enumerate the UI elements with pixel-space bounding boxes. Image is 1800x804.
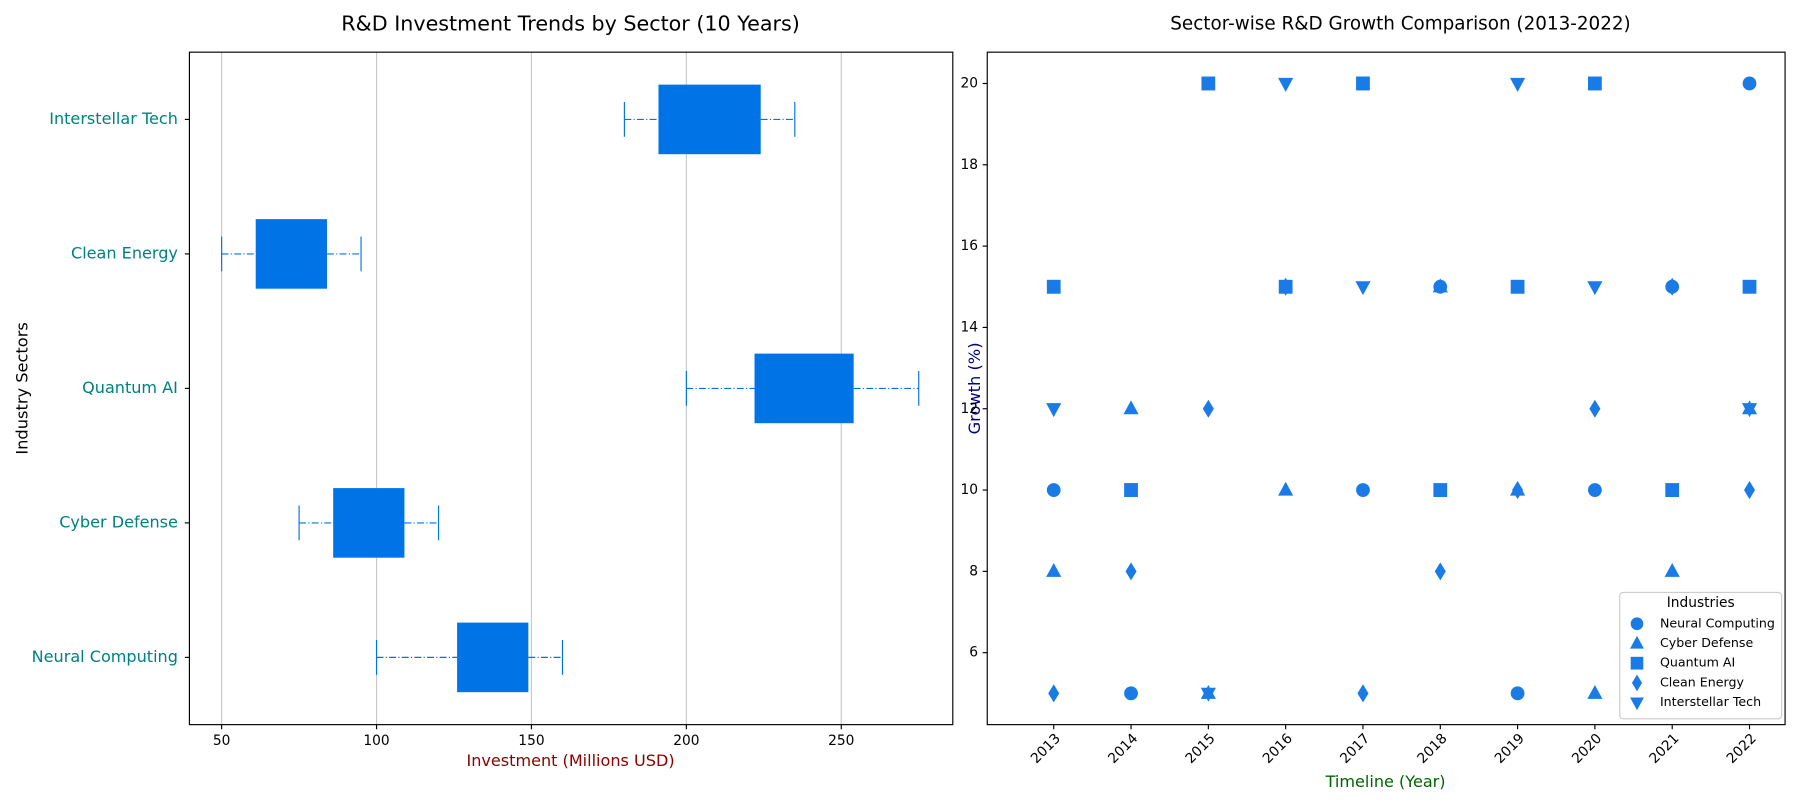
box [333, 488, 405, 558]
legend-label: Clean Energy [1660, 674, 1745, 689]
point [1587, 684, 1603, 699]
y-tick-label: 16 [961, 238, 979, 254]
x-tick-label: 150 [518, 733, 544, 749]
y-tick-label: Clean Energy [71, 243, 178, 262]
point [1664, 563, 1680, 577]
y-tick-label: 18 [961, 157, 979, 173]
x-tick-label: 50 [213, 733, 231, 749]
point [1510, 77, 1526, 92]
legend-label: Neural Computing [1660, 615, 1775, 630]
legend-label: Interstellar Tech [1660, 694, 1761, 709]
scatter-title: Sector-wise R&D Growth Comparison (2013-… [1170, 13, 1630, 34]
point [1741, 403, 1758, 418]
x-tick-label: 2019 [1492, 731, 1528, 767]
legend-label: Cyber Defense [1660, 635, 1754, 650]
point [1046, 279, 1061, 294]
point [1512, 481, 1524, 500]
point [1046, 563, 1062, 577]
x-tick-label: 200 [673, 733, 699, 749]
scatter-y-label: Growth (%) [965, 342, 984, 434]
x-tick-label: 2017 [1337, 731, 1373, 767]
x-tick-label: 2013 [1028, 731, 1064, 767]
axes-frame [986, 51, 1786, 726]
x-tick-label: 2021 [1646, 731, 1682, 767]
point [1200, 687, 1216, 702]
x-tick-label: 2022 [1724, 731, 1760, 767]
legend-marker [1631, 674, 1643, 692]
point [1125, 562, 1137, 581]
scatter-x-label: Timeline (Year) [1325, 772, 1446, 791]
legend-title: Industries [1667, 595, 1735, 611]
legend-marker [1630, 656, 1644, 670]
point [1510, 279, 1525, 294]
y-tick-label: Neural Computing [32, 647, 178, 666]
box-title: R&D Investment Trends by Sector (10 Year… [341, 11, 799, 35]
point [1510, 686, 1525, 701]
box-x-label: Investment (Millions USD) [466, 751, 674, 770]
point [1278, 481, 1294, 496]
point [1202, 399, 1214, 418]
box [754, 353, 854, 424]
point [1046, 403, 1062, 418]
x-tick-label: 2018 [1414, 731, 1450, 767]
point [1048, 684, 1060, 703]
point [1432, 278, 1448, 293]
point [1587, 281, 1603, 296]
box [457, 622, 529, 693]
y-tick-label: 6 [969, 645, 978, 661]
point [1666, 277, 1678, 296]
x-tick-label: 2020 [1569, 731, 1605, 767]
y-tick-label: 12 [961, 401, 979, 417]
legend-label: Quantum AI [1660, 655, 1735, 670]
box [255, 219, 327, 289]
axes-frame [188, 51, 954, 726]
y-tick-label: Cyber Defense [59, 512, 178, 531]
point [1433, 483, 1448, 498]
x-tick-label: 2016 [1260, 731, 1296, 767]
point [1589, 399, 1601, 418]
box [658, 84, 761, 155]
point [1665, 483, 1680, 498]
point [1046, 483, 1061, 498]
x-tick-label: 100 [363, 733, 389, 749]
point [1742, 76, 1757, 91]
legend-marker [1630, 697, 1644, 711]
x-tick-label: 250 [828, 733, 854, 749]
x-tick-label: 2015 [1183, 731, 1219, 767]
point [1201, 76, 1216, 91]
point [1355, 281, 1371, 296]
point [1124, 686, 1138, 701]
legend-marker [1630, 617, 1644, 631]
y-tick-label: 20 [961, 75, 979, 91]
point [1356, 76, 1370, 91]
y-tick-label: Quantum AI [82, 378, 178, 397]
y-tick-label: 8 [969, 563, 978, 579]
x-tick-label: 2014 [1105, 730, 1141, 767]
point [1278, 77, 1294, 92]
y-tick-label: 14 [961, 319, 979, 335]
point [1434, 562, 1446, 581]
point [1588, 483, 1602, 498]
point [1588, 76, 1602, 91]
y-tick-label: Interstellar Tech [49, 109, 178, 128]
legend-marker [1630, 635, 1644, 649]
point [1744, 481, 1756, 500]
y-tick-label: 10 [961, 482, 979, 498]
point [1742, 279, 1757, 294]
point [1124, 483, 1138, 498]
box-y-label: Industry Sectors [13, 322, 32, 454]
point [1123, 400, 1139, 415]
point [1356, 483, 1370, 498]
legend-box [1619, 591, 1783, 720]
point [1357, 684, 1369, 703]
